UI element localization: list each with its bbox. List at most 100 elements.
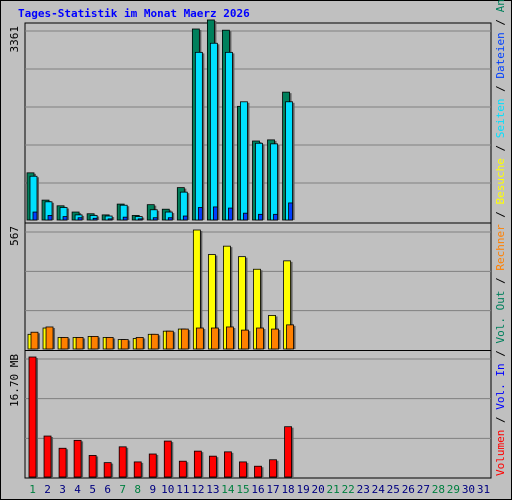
- bar-dateien-day-8: [137, 218, 145, 221]
- x-tick-label-day-13: 13: [206, 483, 219, 496]
- bar-dateien-day-12: [197, 207, 205, 221]
- legend-segment: /: [494, 204, 507, 224]
- bar-rechner-day-13: [210, 327, 221, 350]
- bar-seiten-day-17: [270, 143, 280, 221]
- x-tick-label-day-7: 7: [119, 483, 126, 496]
- bar-volumen-day-17: [269, 459, 279, 478]
- bar-volumen-day-15-fill: [239, 461, 247, 478]
- bar-volumen-day-18: [284, 426, 294, 478]
- bar-rechner-day-7-fill: [120, 339, 129, 350]
- legend-segment: /: [494, 410, 507, 430]
- bar-volumen-day-11-fill: [178, 460, 187, 478]
- bar-rechner-day-18-fill: [286, 324, 294, 350]
- bar-seiten-day-18-fill: [285, 101, 293, 221]
- bar-rechner-day-14-fill: [226, 326, 234, 350]
- bar-volumen-day-7-fill: [118, 446, 127, 478]
- bar-rechner-day-3-fill: [60, 337, 69, 350]
- bar-seiten-day-18: [285, 101, 295, 221]
- bar-rechner-day-13-fill: [210, 327, 219, 350]
- bar-dateien-day-2: [47, 215, 55, 221]
- bar-volumen-day-10: [163, 440, 174, 478]
- bar-seiten-day-16: [255, 142, 265, 221]
- bar-volumen-day-13: [208, 455, 219, 478]
- bar-volumen-day-8-fill: [133, 461, 142, 478]
- legend-segment: Vol. In: [494, 363, 507, 409]
- bar-volumen-day-17-fill: [269, 459, 277, 478]
- bar-dateien-day-17-fill: [273, 213, 278, 221]
- x-tick-label-day-1: 1: [29, 483, 36, 496]
- chart-labels: Tages-Statistik im Monat Maerz 2026 3361…: [8, 0, 507, 496]
- bar-seiten-day-12-fill: [194, 51, 203, 221]
- legend-segment: Seiten: [494, 98, 507, 138]
- bar-dateien-day-6: [107, 218, 115, 221]
- legend-segment: /: [494, 138, 507, 158]
- bar-rechner-day-12: [195, 327, 206, 350]
- bar-dateien-day-7-fill: [122, 216, 128, 221]
- legend-segment: Besuche: [494, 158, 507, 204]
- bar-rechner-day-5: [90, 336, 101, 350]
- bar-seiten-day-16-fill: [255, 142, 263, 221]
- bar-dateien-day-3: [62, 216, 70, 221]
- bar-rechner-day-12-fill: [195, 327, 204, 350]
- y-max-label-top: 3361: [8, 26, 21, 53]
- bar-volumen-day-5: [88, 455, 99, 478]
- bar-volumen-day-16-fill: [254, 465, 262, 478]
- legend-segment: Rechner: [494, 224, 507, 271]
- bar-volumen-day-18-fill: [284, 426, 292, 478]
- x-tick-label-day-10: 10: [161, 483, 174, 496]
- bar-rechner-day-2-fill: [45, 326, 54, 350]
- chart-grid: [25, 30, 491, 439]
- x-tick-label-day-21: 21: [327, 483, 340, 496]
- bar-dateien-day-16: [258, 213, 265, 221]
- x-tick-label-day-19: 19: [296, 483, 309, 496]
- bar-rechner-day-9-fill: [150, 333, 159, 350]
- x-tick-label-day-14: 14: [221, 483, 235, 496]
- x-tick-label-day-30: 30: [462, 483, 475, 496]
- bar-rechner-day-3: [60, 337, 71, 350]
- bar-rechner-day-10-fill: [165, 330, 174, 350]
- chart-title: Tages-Statistik im Monat Maerz 2026: [18, 7, 250, 20]
- x-tick-label-day-9: 9: [149, 483, 156, 496]
- bar-dateien-day-11-fill: [182, 215, 188, 221]
- y-max-label-middle: 567: [8, 226, 21, 246]
- bar-dateien-day-5: [92, 217, 100, 221]
- bar-dateien-day-4-fill: [77, 217, 83, 221]
- bar-dateien-day-11: [182, 215, 190, 221]
- bar-dateien-day-8-fill: [137, 218, 143, 221]
- bar-seiten-day-15-fill: [240, 101, 248, 221]
- bar-seiten-day-13: [209, 42, 220, 221]
- bar-rechner-day-16-fill: [256, 327, 264, 350]
- legend-segment: Anfragen: [494, 0, 507, 12]
- bar-rechner-day-5-fill: [90, 336, 99, 350]
- plot-frame: [24, 22, 492, 479]
- bar-dateien-day-5-fill: [92, 217, 98, 221]
- x-tick-label-day-23: 23: [357, 483, 370, 496]
- x-tick-label-day-28: 28: [432, 483, 445, 496]
- bar-volumen-day-2: [43, 435, 54, 478]
- bar-dateien-day-4: [77, 217, 85, 221]
- bar-volumen-day-1-fill: [28, 356, 37, 478]
- legend-segment: /: [494, 271, 507, 291]
- bar-dateien-day-15-fill: [243, 212, 248, 221]
- bar-dateien-day-12-fill: [197, 207, 203, 221]
- bar-volumen-day-1: [28, 356, 38, 478]
- legend-segment: /: [494, 344, 507, 364]
- x-tick-label-day-12: 12: [191, 483, 204, 496]
- bar-dateien-day-14: [228, 207, 235, 221]
- bar-dateien-day-2-fill: [47, 215, 53, 221]
- bar-dateien-day-10: [167, 217, 175, 221]
- x-tick-label-day-3: 3: [59, 483, 66, 496]
- bar-dateien-day-17: [273, 213, 280, 221]
- x-tick-label-day-15: 15: [236, 483, 249, 496]
- x-tick-label-day-17: 17: [266, 483, 279, 496]
- bar-dateien-day-3-fill: [62, 216, 68, 221]
- bar-dateien-day-14-fill: [228, 207, 233, 221]
- x-tick-label-day-25: 25: [387, 483, 400, 496]
- legend-segment: Vol. Out: [494, 291, 507, 344]
- bar-rechner-day-9: [150, 333, 161, 350]
- x-tick-label-day-6: 6: [104, 483, 111, 496]
